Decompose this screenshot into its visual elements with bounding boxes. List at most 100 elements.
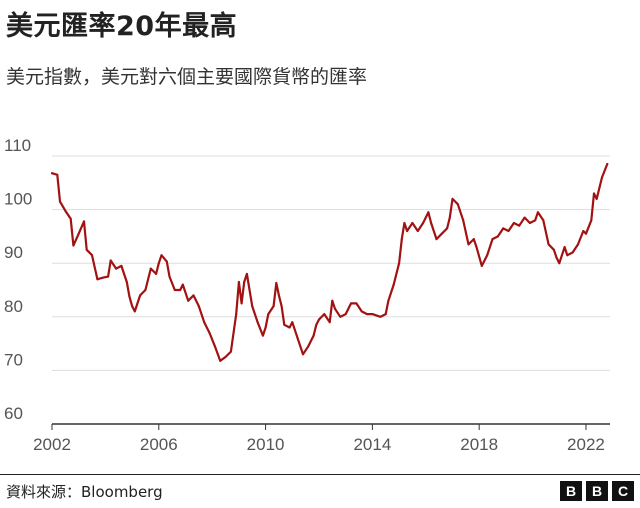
data-point [411,222,414,224]
data-point [288,326,291,329]
data-point [272,305,275,308]
data-point [96,278,99,281]
data-point [149,267,152,270]
data-point [261,334,264,337]
logo-letter: B [560,481,582,501]
chart-title: 美元匯率20年最高 [6,11,238,42]
y-tick-label: 80 [4,297,23,316]
data-point [355,302,358,305]
data-point [107,275,110,278]
data-point [179,289,182,291]
data-point [563,246,566,249]
data-point [384,313,387,316]
y-tick-label: 60 [4,404,23,423]
data-point [256,321,259,324]
data-point [334,307,336,310]
data-point [462,219,465,222]
data-point [486,254,489,257]
data-point [422,222,425,224]
data-point [366,313,368,316]
x-tick-label: 2006 [140,435,178,454]
data-point [451,197,454,200]
data-point [235,313,238,316]
data-point [213,345,216,348]
data-point [328,321,331,324]
data-point [566,254,569,257]
data-point [173,289,176,291]
data-point [120,264,123,267]
data-point [101,276,104,279]
data-point [480,264,483,267]
data-point [331,299,334,302]
series-line [50,162,609,362]
data-point [528,222,531,224]
data-point [440,232,443,235]
data-point [229,350,232,353]
y-tick-label: 110 [4,136,31,155]
x-tick-label: 2010 [247,435,285,454]
data-point [69,217,72,220]
data-point [237,281,240,283]
data-point [109,259,112,262]
data-point [571,251,574,254]
data-point [518,224,521,227]
data-point [547,243,550,246]
data-point [430,222,433,224]
footer-divider [0,474,640,475]
x-axis-ticks: 2002 2006 2010 2014 2018 2022 [33,424,605,454]
data-point [144,289,147,291]
data-point [606,163,609,165]
data-point [318,318,320,321]
data-point [155,272,158,275]
data-point [601,176,603,179]
data-point [160,254,163,257]
data-point [208,331,211,334]
data-point [577,243,579,246]
data-point [307,345,310,348]
data-point [590,219,593,222]
data-point [72,244,75,247]
data-point [344,313,347,316]
data-point [400,238,403,241]
data-point [435,238,438,241]
data-point [315,323,318,326]
data-point [491,238,494,241]
data-point [203,321,206,324]
data-point [558,262,561,265]
data-point [312,334,315,337]
data-point [502,227,505,230]
data-point [585,232,587,235]
data-point [416,230,419,232]
data-point [512,222,515,224]
data-point [85,248,88,251]
data-point [187,299,190,302]
logo-letter: C [612,481,634,501]
data-point [56,173,59,176]
data-point [251,305,254,308]
bbc-logo: B B C [560,481,634,501]
data-point [427,211,430,214]
y-tick-label: 100 [4,190,32,209]
data-point [536,211,539,214]
data-point [446,227,449,230]
data-point [593,192,595,195]
data-point [264,326,267,329]
data-point [77,232,80,235]
data-point [291,321,294,324]
source-note: 資料來源：Bloomberg [6,483,163,501]
data-point [83,220,85,223]
data-point [275,282,278,284]
data-point [371,313,374,316]
data-point [224,356,227,358]
x-tick-label: 2014 [353,435,391,454]
data-point [168,275,171,278]
data-point [267,313,270,316]
data-point [243,281,246,283]
data-point [552,248,555,251]
data-point [296,337,299,340]
data-point [115,267,118,270]
data-point [51,172,53,175]
data-point [323,313,326,316]
data-point [64,209,67,212]
data-point [350,302,352,305]
